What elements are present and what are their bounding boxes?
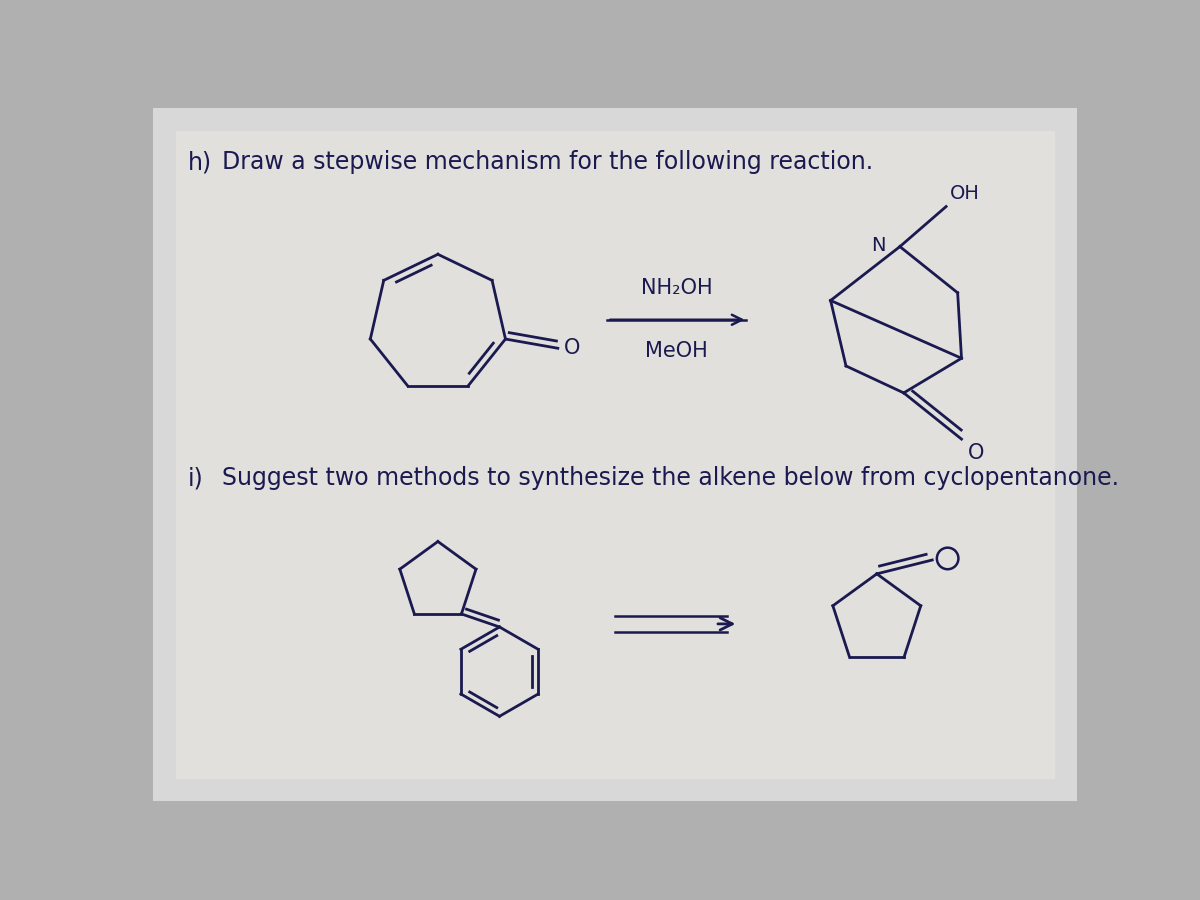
Text: i): i): [187, 466, 204, 490]
Text: Suggest two methods to synthesize the alkene below from cyclopentanone.: Suggest two methods to synthesize the al…: [222, 466, 1120, 490]
Text: O: O: [564, 338, 581, 358]
Text: N: N: [871, 236, 886, 255]
Text: O: O: [967, 443, 984, 463]
Text: MeOH: MeOH: [646, 341, 708, 361]
Text: OH: OH: [950, 184, 980, 202]
Text: Draw a stepwise mechanism for the following reaction.: Draw a stepwise mechanism for the follow…: [222, 150, 874, 175]
Text: h): h): [187, 150, 211, 175]
Text: NH₂OH: NH₂OH: [641, 278, 713, 298]
